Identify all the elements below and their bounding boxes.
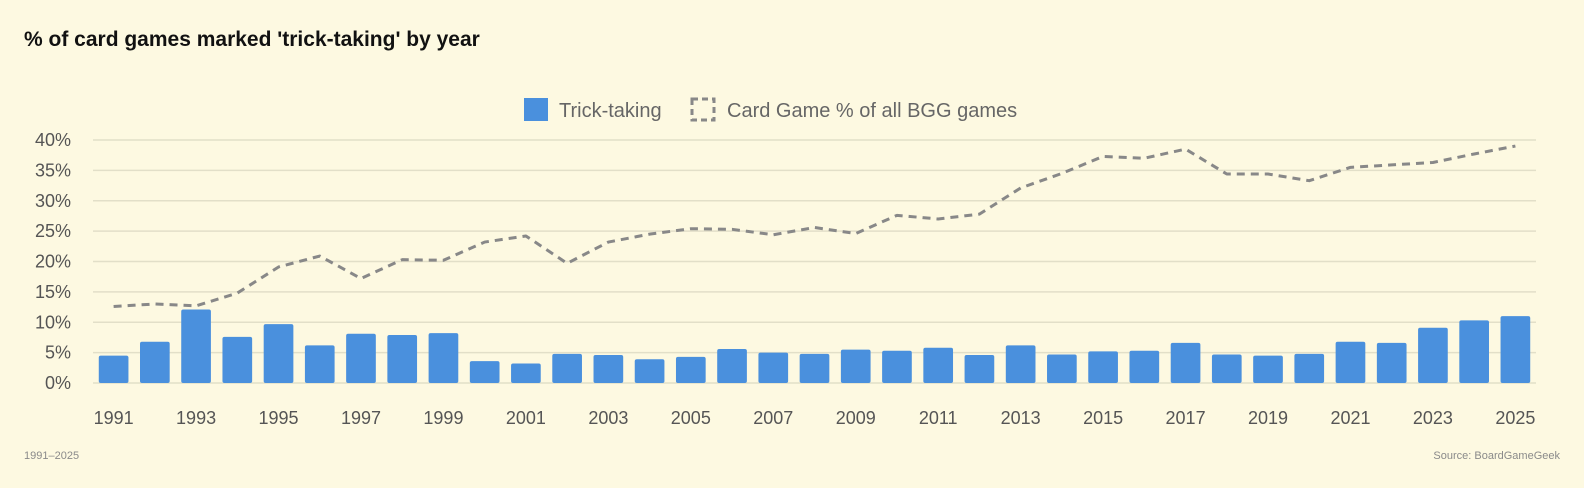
chart-title: % of card games marked 'trick-taking' by… [24,28,480,51]
bar [1253,355,1283,383]
bar [634,359,665,383]
bar [222,336,253,383]
x-tick-label: 1995 [259,408,299,428]
legend: Trick-taking Card Game % of all BGG game… [524,97,1017,122]
y-tick-label: 40% [35,130,71,150]
bar [1170,342,1201,383]
y-tick-label: 25% [35,221,71,241]
x-tick-label: 2019 [1248,408,1288,428]
bar [593,355,624,383]
bar [140,341,170,383]
bar [511,363,541,383]
x-tick-label: 1991 [94,408,134,428]
bar [98,355,129,383]
bar [840,349,871,383]
bar [428,333,459,383]
bar [346,333,376,383]
y-axis: 0% 5% 10% 15% 20% 25% 30% 35% 40% [35,130,71,393]
bar [758,352,789,383]
legend-label-card-game-pct: Card Game % of all BGG games [727,100,1017,122]
legend-label-trick-taking: Trick-taking [559,100,662,122]
bar [469,361,500,383]
bar [799,353,830,383]
y-tick-label: 15% [35,282,71,302]
bar [1211,354,1242,383]
y-tick-label: 0% [45,373,71,393]
bar [1376,342,1407,383]
bar [387,335,418,383]
bar [1500,316,1531,383]
x-tick-label: 1993 [176,408,216,428]
x-tick-label: 2023 [1413,408,1453,428]
y-tick-label: 10% [35,312,71,332]
x-tick-label: 2003 [588,408,628,428]
bar [882,350,912,383]
x-tick-label: 2017 [1166,408,1206,428]
bar [304,345,335,383]
x-tick-label: 2021 [1330,408,1370,428]
bar [1005,345,1036,383]
bar [181,309,211,383]
footer-range: 1991–2025 [24,450,80,462]
bar [1047,354,1077,383]
bar [1088,351,1118,383]
bar [1418,327,1448,383]
x-tick-label: 2011 [919,408,958,428]
bar [1459,320,1489,383]
bar [263,324,294,383]
x-tick-label: 2013 [1001,408,1041,428]
x-tick-label: 2015 [1083,408,1123,428]
bar [1294,353,1325,383]
legend-swatch-trick-taking [524,98,548,121]
bar [552,353,582,383]
footer-source: Source: BoardGameGeek [1433,450,1560,462]
bar [964,355,995,383]
bar [675,356,706,383]
legend-swatch-card-game-pct [690,97,716,122]
x-axis: 1991 1993 1995 1997 1999 2001 2003 2005 2007 2009… [94,408,1536,428]
x-tick-label: 1997 [341,408,381,428]
line-card-game-pct [113,144,1516,308]
x-tick-label: 2001 [506,408,546,428]
x-tick-label: 2025 [1495,408,1535,428]
x-tick-label: 1999 [423,408,463,428]
y-tick-label: 20% [35,252,71,272]
bar [923,347,954,383]
bar [1335,341,1366,383]
x-tick-label: 2007 [753,408,793,428]
y-tick-label: 30% [35,191,71,211]
bar [1129,350,1160,383]
x-tick-label: 2005 [671,408,711,428]
y-tick-label: 5% [45,343,71,363]
x-tick-label: 2009 [836,408,876,428]
bar [717,348,747,383]
y-tick-label: 35% [35,160,71,180]
bars-trick-taking [98,309,1531,383]
